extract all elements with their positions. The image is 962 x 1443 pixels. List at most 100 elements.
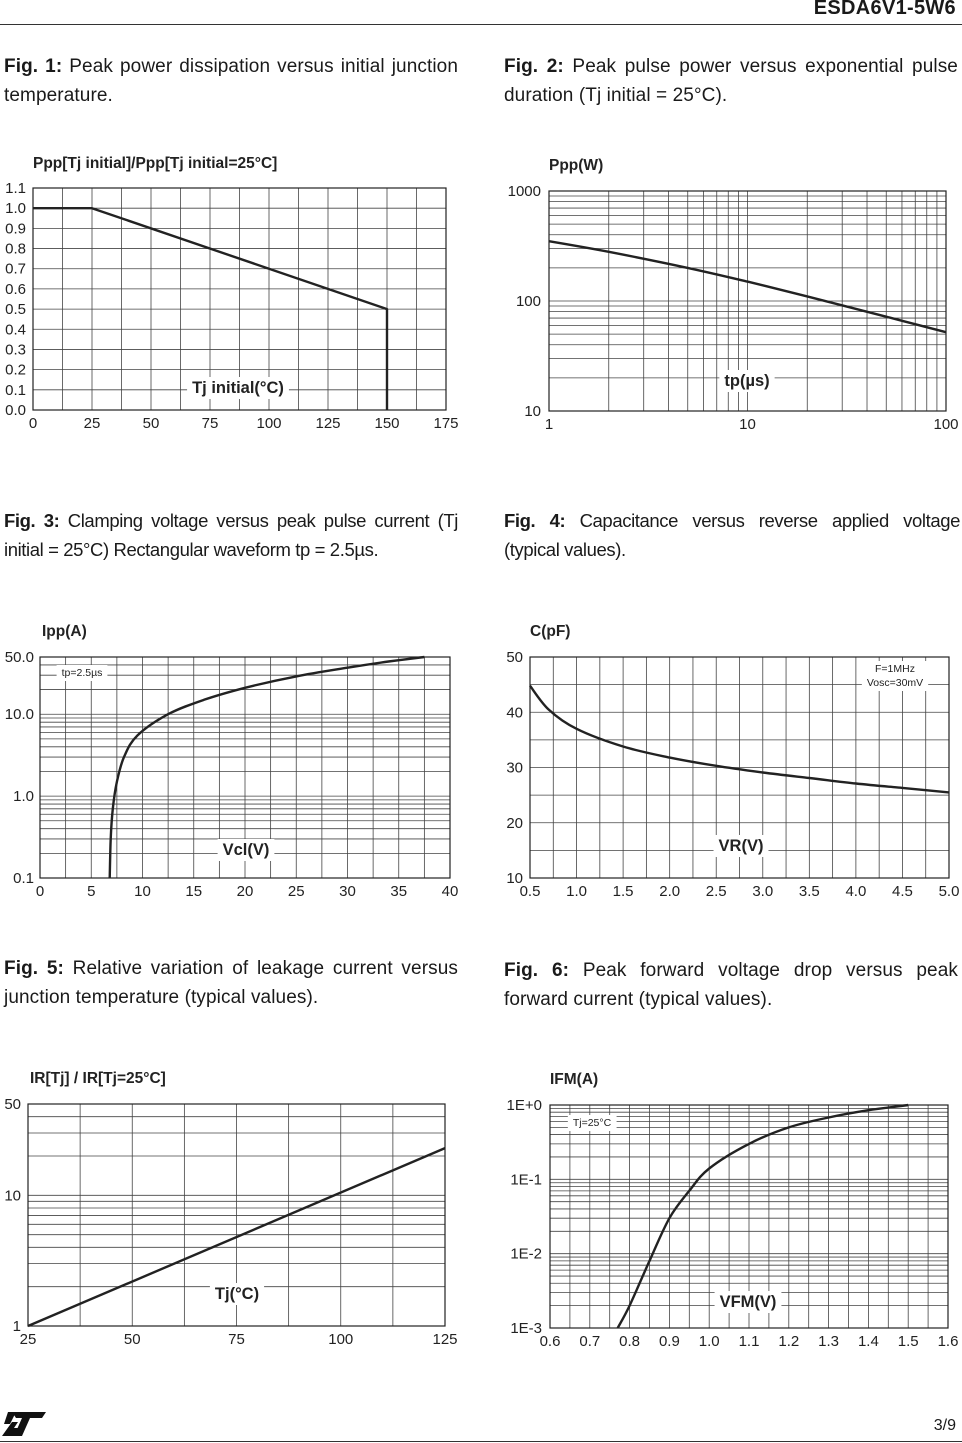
y-tick-label: 100 <box>516 293 541 310</box>
y-tick-label: 0.7 <box>5 261 26 278</box>
x-tick-label: 4.0 <box>845 883 866 900</box>
annotation-background <box>567 1115 617 1131</box>
annotation-text: F=1MHz <box>875 663 915 675</box>
x-tick-label: 2.5 <box>706 883 727 900</box>
header-rule <box>0 24 962 25</box>
figure-1-text: Peak power dissipation versus initial ju… <box>4 56 458 106</box>
data-curve <box>529 684 950 794</box>
x-tick-label: 100 <box>328 1331 353 1348</box>
y-tick-label: 1.0 <box>13 788 34 805</box>
y-tick-label: 10.0 <box>5 706 34 723</box>
y-tick-label: 40 <box>506 704 523 721</box>
x-axis-title-background <box>713 835 769 857</box>
figure-1-caption: Fig. 1: Peak power dissipation versus in… <box>4 52 458 110</box>
x-tick-label: 15 <box>185 883 202 900</box>
figure-4-caption: Fig. 4: Capacitance versus reverse appli… <box>504 506 960 564</box>
figure-5-number: Fig. 5: <box>4 958 64 979</box>
y-tick-label: 0.0 <box>5 402 26 419</box>
x-tick-label: 0 <box>36 883 44 900</box>
y-tick-label: 0.1 <box>5 382 26 399</box>
figure-2-caption: Fig. 2: Peak pulse power versus exponent… <box>504 52 958 110</box>
y-tick-label: 1E-1 <box>510 1171 542 1188</box>
x-tick-label: 30 <box>339 883 356 900</box>
x-tick-label: 1.0 <box>699 1333 720 1350</box>
data-curve <box>33 207 389 410</box>
x-tick-label: 0.5 <box>520 883 541 900</box>
figure-4-number: Fig. 4: <box>504 510 566 531</box>
x-tick-label: 5.0 <box>939 883 960 900</box>
y-tick-label: 1E+0 <box>507 1097 542 1114</box>
figure-2-text: Peak pulse power versus exponential puls… <box>504 56 958 106</box>
y-axis-title: Ipp(A) <box>42 623 87 640</box>
y-tick-label: 0.8 <box>5 241 26 258</box>
plot-frame <box>27 1103 446 1327</box>
x-tick-label: 1.0 <box>566 883 587 900</box>
x-tick-label: 50 <box>124 1331 141 1348</box>
y-tick-label: 0.2 <box>5 362 26 379</box>
annotation-text: Tj=25°C <box>573 1117 612 1129</box>
x-tick-label: 1.1 <box>739 1333 760 1350</box>
x-tick-label: 1.6 <box>938 1333 959 1350</box>
annotation-background <box>861 661 929 691</box>
x-tick-label: 25 <box>288 883 305 900</box>
x-tick-label: 100 <box>933 416 958 433</box>
x-tick-label: 75 <box>202 415 219 432</box>
x-tick-label: 175 <box>433 415 458 432</box>
y-tick-label: 1E-2 <box>510 1246 542 1263</box>
figure-5-text: Relative variation of leakage current ve… <box>4 958 458 1008</box>
x-axis-title-background <box>719 370 775 392</box>
x-axis-title-background <box>209 1283 265 1305</box>
x-axis-title-background <box>217 839 275 861</box>
y-tick-label: 0.5 <box>5 301 26 318</box>
annotation-text: tp=2.5µs <box>62 667 103 679</box>
st-logo <box>2 1410 46 1443</box>
fig1-chart: 0 25 50 75 100 125 150 175 0.0 0.1 0.2 0.3 0.4 0.5 0.6… <box>5 155 458 432</box>
figure-4-text: Capacitance versus reverse applied volta… <box>504 510 961 560</box>
y-tick-label: 0.6 <box>5 281 26 298</box>
y-tick-label: 10 <box>506 870 523 887</box>
y-axis-title: IR[Tj] / IR[Tj=25°C] <box>30 1070 166 1087</box>
y-tick-label: 0.9 <box>5 220 26 237</box>
y-tick-label: 1000 <box>508 183 541 200</box>
x-tick-label: 0.9 <box>659 1333 680 1350</box>
x-tick-label: 75 <box>228 1331 245 1348</box>
document-title: ESDA6V1-5W6 <box>813 0 956 19</box>
figure-1-number: Fig. 1: <box>4 56 63 77</box>
y-axis-title: C(pF) <box>530 623 570 640</box>
x-axis-title: VR(V) <box>719 837 764 855</box>
plot-frame <box>548 190 947 412</box>
x-tick-label: 100 <box>256 415 281 432</box>
x-tick-label: 50 <box>143 415 160 432</box>
x-tick-label: 25 <box>20 1331 37 1348</box>
plot-frame <box>529 656 950 879</box>
y-tick-label: 10 <box>4 1187 21 1204</box>
x-tick-label: 1.5 <box>898 1333 919 1350</box>
x-axis-title: VFM(V) <box>720 1293 777 1311</box>
page-number: 3/9 <box>933 1417 956 1434</box>
plot-frame <box>549 1104 949 1329</box>
x-tick-label: 3.0 <box>752 883 773 900</box>
fig3-chart: 0 5 10 15 20 25 30 35 40 0.1 1.0 10.0 50.0 Ipp(A) Vcl(… <box>5 623 459 900</box>
st-logo-icon <box>2 1412 46 1436</box>
x-tick-label: 125 <box>432 1331 457 1348</box>
x-tick-label: 3.5 <box>799 883 820 900</box>
x-tick-label: 1.3 <box>818 1333 839 1350</box>
x-tick-label: 0.7 <box>579 1333 600 1350</box>
y-axis-title: Ppp[Tj initial]/Ppp[Tj initial=25°C] <box>33 155 277 172</box>
x-tick-label: 150 <box>374 415 399 432</box>
x-tick-label: 35 <box>390 883 407 900</box>
figure-6-text: Peak forward voltage drop versus peak fo… <box>504 960 958 1010</box>
x-tick-label: 0.8 <box>619 1333 640 1350</box>
fig6-chart: 0.6 0.7 0.8 0.9 1.0 1.1 1.2 1.3 1.4 1.5 1.6 1E-3 1E-… <box>507 1071 959 1350</box>
y-axis-title: Ppp(W) <box>549 157 603 174</box>
y-tick-label: 50.0 <box>5 649 34 666</box>
y-tick-label: 1.1 <box>5 180 26 197</box>
y-tick-label: 0.1 <box>13 870 34 887</box>
plot-frame <box>32 187 447 411</box>
x-tick-label: 40 <box>442 883 459 900</box>
y-tick-label: 50 <box>4 1096 21 1113</box>
x-axis-title: Tj initial(°C) <box>192 379 284 397</box>
x-tick-label: 10 <box>739 416 756 433</box>
figure-3-number: Fig. 3: <box>4 510 60 531</box>
